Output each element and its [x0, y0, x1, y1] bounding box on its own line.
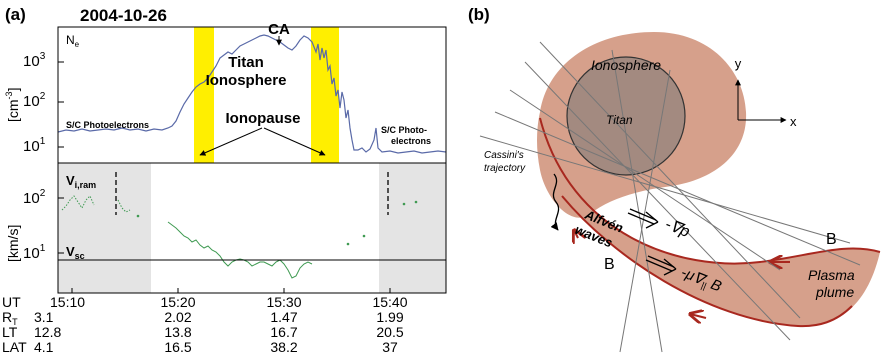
axis-y-label: y	[735, 56, 742, 71]
ut-0: 15:10	[50, 294, 85, 310]
ut-2: 15:30	[266, 294, 301, 310]
top-unit-label: [cm-3]	[4, 88, 21, 122]
force-arrow-p	[627, 208, 659, 229]
lat-2: 38.2	[270, 339, 297, 355]
bot-tick-2: 102	[23, 188, 46, 207]
axis-x-label: x	[790, 114, 797, 129]
b-label-right: B	[826, 231, 837, 248]
bottom-unit-label: [km/s]	[5, 225, 21, 262]
ionosphere-label: Ionosphere	[206, 72, 287, 89]
axes-indicator	[735, 79, 787, 123]
lt-2: 16.7	[270, 324, 297, 340]
force-p-label: -∇p	[663, 216, 693, 241]
density-trace	[58, 34, 446, 154]
ut-1: 15:20	[160, 294, 195, 310]
rt-0: 3.1	[34, 309, 54, 325]
force-arrow-b	[645, 255, 677, 276]
top-tick-1: 101	[23, 136, 46, 155]
plasma-plume	[540, 118, 880, 327]
field-line-upper	[539, 117, 881, 265]
lat-3: 37	[382, 339, 398, 355]
orbit-table: UT 15:10 15:20 15:30 15:40 RT 3.1 2.02 1…	[2, 294, 408, 355]
photo-right-label-1: S/C Photo-	[381, 125, 427, 135]
titan-body	[566, 56, 686, 176]
lt-1: 13.8	[164, 324, 191, 340]
lat-1: 16.5	[164, 339, 191, 355]
rt-2: 1.47	[270, 309, 297, 325]
panel-b-label: (b)	[468, 5, 490, 24]
panel-a-label: (a)	[5, 5, 26, 24]
velocity-trace	[61, 195, 418, 279]
photo-right-label-2: electrons	[391, 136, 431, 146]
top-tick-2: 102	[23, 91, 46, 110]
ne-label: Ne	[66, 33, 80, 49]
row-lat-label: LAT	[2, 339, 27, 355]
plume-label-1: Plasma	[808, 267, 855, 283]
field-arrow-lower	[690, 314, 707, 318]
axis-ticks	[58, 61, 391, 293]
shade-right	[379, 163, 446, 293]
alfven-wave-glyph	[550, 173, 560, 231]
cassini-label-2: trajectory	[484, 163, 526, 174]
field-line-lower	[561, 195, 853, 328]
rt-3: 1.99	[376, 309, 403, 325]
top-tick-3: 103	[23, 51, 46, 70]
ionopause-arrow-left	[199, 127, 263, 156]
ionopause-band-left	[194, 27, 214, 163]
ca-label: CA	[268, 21, 290, 38]
ionopause-label: Ionopause	[225, 110, 300, 127]
row-lt-label: LT	[2, 324, 18, 340]
b-label-left: B	[604, 256, 615, 273]
ut-3: 15:40	[372, 294, 407, 310]
shade-left	[58, 163, 151, 293]
lat-0: 4.1	[34, 339, 54, 355]
titan-label: Titan	[228, 54, 264, 71]
ionosphere-text: Ionosphere	[591, 57, 661, 73]
date-label: 2004-10-26	[80, 6, 167, 25]
vsc-label: Vsc	[66, 244, 85, 261]
rt-1: 2.02	[164, 309, 191, 325]
top-plot-frame	[57, 26, 447, 164]
vi-ram-label: Vi,ram	[66, 173, 96, 190]
bot-tick-1: 101	[23, 243, 46, 262]
cassini-trajectories	[479, 41, 861, 353]
field-arrow-left	[574, 230, 578, 238]
row-ut-label: UT	[2, 294, 21, 310]
lt-3: 20.5	[376, 324, 403, 340]
photo-left-label: S/C Photoelectrons	[66, 120, 149, 130]
plume-label-2: plume	[815, 284, 854, 300]
bottom-plot-frame	[57, 162, 447, 294]
ionopause-band-right	[311, 27, 339, 163]
titan-text: Titan	[606, 113, 633, 127]
cassini-label-1: Cassini's	[484, 150, 524, 161]
row-rt-label: RT	[2, 309, 18, 327]
ionopause-arrow-right	[263, 127, 326, 156]
lt-0: 12.8	[34, 324, 61, 340]
